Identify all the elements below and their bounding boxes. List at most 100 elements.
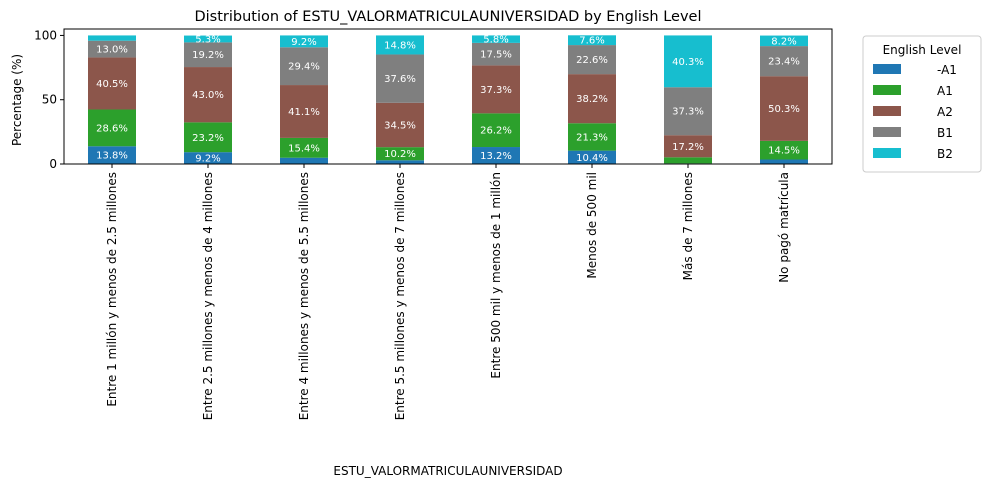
bar-label: 40.5% [96,79,128,90]
bar-label: 34.5% [384,120,416,131]
bar-b1-0 [88,40,136,58]
bar-b2-3 [376,35,424,55]
bar-label: 9.2% [195,154,220,165]
bar-label: 10.2% [384,149,416,160]
bar-label: 5.3% [195,34,220,45]
bar-label: 37.3% [480,85,512,96]
bar-b2-0 [88,35,136,41]
bar-label: 13.8% [96,151,128,162]
y-axis-label: Percentage (%) [10,54,24,146]
bar-a1-0 [88,109,136,147]
bar-b2-5 [568,35,616,46]
legend-title: English Level [883,43,962,57]
bar-label: 5.8% [483,35,508,46]
x-tick-label: Entre 5.5 millones y menos de 7 millones [393,172,407,420]
legend-label: B2 [937,147,953,161]
bar-a1-7 [760,140,808,160]
x-tick-label: Entre 4 millones y menos de 5.5 millones [297,172,311,420]
bar-label: 17.2% [672,142,704,153]
bar-label: 14.5% [768,146,800,157]
bar-label: 9.2% [291,37,316,48]
bar-label: 22.6% [576,55,608,66]
bar-b1-3 [376,54,424,103]
x-tick-label: Entre 2.5 millones y menos de 4 millones [201,172,215,420]
bar-a1-2 [280,137,328,158]
bar-b1-6 [664,87,712,136]
bar-b1-4 [472,42,520,66]
bar-label: 37.3% [672,107,704,118]
bar-a2-5 [568,74,616,124]
legend-swatch-b1 [873,127,901,137]
x-tick-label: No pagó matrícula [777,172,791,283]
bar-label: 38.2% [576,94,608,105]
bar-a2-4 [472,65,520,114]
bar-b2-6 [664,35,712,88]
y-tick-label: 100 [34,28,57,42]
x-tick-label: Menos de 500 mil [585,172,599,279]
bar-label: 23.2% [192,133,224,144]
x-tick-label: Entre 500 mil y menos de 1 millón [489,172,503,379]
bar-label: 17.5% [480,50,512,61]
bar-label: 29.4% [288,62,320,73]
x-axis: Entre 1 millón y menos de 2.5 millones En… [105,164,791,420]
bar-a2-6 [664,135,712,158]
x-tick-label: Más de 7 millones [681,172,695,280]
bar-label: 7.6% [579,36,604,47]
bar-a1-7 [760,159,808,164]
x-axis-label: ESTU_VALORMATRICULAUNIVERSIDAD [333,464,562,478]
bar-b1-5 [568,45,616,75]
y-axis: 0 50 100 [34,28,64,171]
legend-label: A1 [937,84,953,98]
legend: English Level -A1 A1 A2 B1 B2 [862,35,982,173]
bar-a1-4 [472,147,520,164]
bar-label: 15.4% [288,143,320,154]
bar-a1-3 [376,160,424,164]
bar-a2-2 [280,85,328,138]
bar-a1-1 [184,152,232,164]
x-tick-label: Entre 1 millón y menos de 2.5 millones [105,172,119,407]
bar-label: 40.3% [672,57,704,68]
plot-frame [63,28,833,165]
bar-a1-3 [376,147,424,161]
bar-label: 37.6% [384,74,416,85]
bar-label: 13.0% [96,45,128,56]
legend-label: B1 [937,126,953,140]
chart-title: Distribution of ESTU_VALORMATRICULAUNIVE… [194,9,701,25]
bar-label: 19.2% [192,50,224,61]
bar-b2-1 [184,35,232,43]
bar-a1-4 [472,113,520,148]
bar-a1-5 [568,123,616,151]
bar-label: 8.2% [771,36,796,47]
y-tick-label: 50 [42,93,57,107]
y-tick-label: 0 [49,157,57,171]
bar-label: 21.3% [576,132,608,143]
bar-label: 41.1% [288,107,320,118]
legend-label: -A1 [937,63,957,77]
bar-label: 50.3% [768,104,800,115]
bar-b1-7 [760,46,808,77]
legend-swatch-a1 [873,64,901,74]
bar-label: 43.0% [192,90,224,101]
bar-b2-4 [472,35,520,43]
bar-b2-2 [280,35,328,48]
bar-a1-2 [280,157,328,164]
bar-label: 14.8% [384,40,416,51]
bar-label: 23.4% [768,57,800,68]
legend-label: A2 [937,105,953,119]
legend-swatch-b2 [873,148,901,158]
bar-a1-0 [88,146,136,164]
bar-b1-2 [280,47,328,86]
bar-a1-5 [568,150,616,164]
bar-label: 13.2% [480,151,512,162]
bar-b1-1 [184,42,232,68]
plot-area: 13.8% 28.6% 40.5% 13.0% 9.2% 23.2% 43.0% 19.2% 5… [63,28,833,165]
bar-a2-0 [88,57,136,110]
bar-label: 28.6% [96,123,128,134]
bar-a2-1 [184,67,232,123]
legend-swatch-a2 [873,106,901,116]
bar-b2-7 [760,35,808,47]
bar-a2-3 [376,102,424,148]
bar-a1-6 [664,157,712,164]
bar-a1-1 [184,122,232,153]
